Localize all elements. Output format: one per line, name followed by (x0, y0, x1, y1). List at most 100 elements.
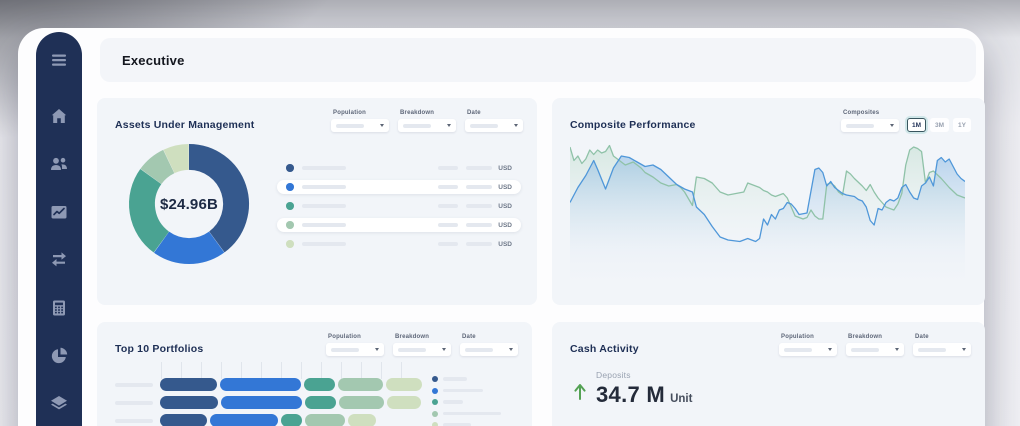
range-button-group: 1M 3M 1Y (906, 118, 971, 132)
bar-segment-1[interactable] (160, 396, 218, 409)
aum-legend-row: USD (277, 161, 521, 176)
filter-select-breakdown[interactable] (846, 343, 904, 356)
filter-select-population[interactable] (326, 343, 384, 356)
filter-select-breakdown[interactable] (398, 119, 456, 132)
filter-breakdown: Breakdown (393, 334, 451, 356)
bar-segment-5[interactable] (347, 414, 377, 426)
label-skeleton (301, 204, 346, 208)
placeholder-skeleton (851, 347, 879, 352)
donut-segment-3[interactable] (129, 168, 170, 253)
filter-select-date[interactable] (913, 343, 971, 356)
filter-label: Population (781, 334, 814, 340)
area-fill-composite-blue (570, 156, 965, 282)
top10-legend-item (432, 410, 520, 417)
page-header: Executive (100, 38, 976, 82)
sidebar-item-users[interactable] (49, 154, 69, 174)
currency-label: USD (498, 221, 512, 229)
currency-label: USD (498, 183, 512, 191)
donut-segment-5[interactable] (163, 144, 190, 174)
label-skeleton (301, 166, 346, 170)
filter-group-composites: Composites (840, 110, 899, 132)
bar-segment-3[interactable] (304, 378, 336, 391)
filter-group-cash: Population Breakdown Date (779, 334, 971, 356)
axis-tick-gridlines (161, 362, 420, 379)
aum-legend: USD USD USD USD USD (277, 161, 521, 252)
bar-segment-2[interactable] (220, 378, 302, 391)
portfolio-row-2 (115, 396, 422, 409)
filter-population: Population (326, 334, 384, 356)
top10-chart[interactable] (97, 356, 532, 426)
aum-legend-row: USD (277, 199, 521, 214)
bar-segment-5[interactable] (385, 378, 422, 391)
bar-segment-3[interactable] (281, 414, 303, 426)
bar-segment-4[interactable] (339, 396, 384, 409)
legend-dot (286, 202, 294, 210)
bar-segment-2[interactable] (210, 414, 279, 426)
composite-performance-chart[interactable] (570, 138, 965, 288)
bar-track (160, 414, 422, 426)
menu-button[interactable] (49, 50, 69, 70)
sidebar-item-layers[interactable] (49, 394, 69, 414)
bar-segment-3[interactable] (304, 396, 337, 409)
aum-donut-chart[interactable]: $24.96B (117, 132, 261, 276)
sidebar (36, 32, 82, 426)
sidebar-item-home[interactable] (49, 106, 69, 126)
legend-dot (432, 387, 438, 394)
placeholder-skeleton (845, 123, 874, 128)
donut-segment-4[interactable] (140, 149, 175, 185)
bar-segment-1[interactable] (160, 378, 218, 391)
filter-select-date[interactable] (465, 119, 523, 132)
bar-track (160, 378, 422, 391)
metric-value: 34.7 M (596, 382, 666, 407)
filter-select-composites[interactable] (840, 119, 899, 132)
filter-label: Population (333, 110, 366, 116)
range-button-1y[interactable]: 1Y (953, 118, 971, 132)
menu-icon (52, 54, 66, 66)
transfers-icon (52, 252, 66, 267)
filter-select-population[interactable] (331, 119, 389, 132)
sidebar-item-pie-chart[interactable] (49, 346, 69, 366)
range-button-3m[interactable]: 3M (930, 118, 950, 132)
amount-skeleton (466, 166, 493, 170)
legend-dot (286, 221, 294, 229)
top10-legend-item (432, 399, 520, 405)
card-title-cash: Cash Activity (570, 343, 639, 355)
sidebar-item-portfolio-chart[interactable] (49, 202, 69, 222)
sidebar-item-calculator[interactable] (49, 298, 69, 318)
donut-segment-1[interactable] (188, 144, 249, 253)
filter-select-population[interactable] (779, 343, 837, 356)
filter-select-breakdown[interactable] (393, 343, 451, 356)
bar-segment-2[interactable] (220, 396, 302, 409)
bar-segment-5[interactable] (386, 396, 421, 409)
filter-group-top10: Population Breakdown Date (326, 334, 518, 356)
filter-select-date[interactable] (460, 343, 518, 356)
card-top-10-portfolios: Top 10 Portfolios Population Breakdown Dat… (97, 322, 532, 426)
chevron-down-icon (962, 348, 966, 351)
card-title-composite: Composite Performance (570, 119, 696, 131)
placeholder-skeleton (331, 347, 359, 352)
users-icon (51, 157, 67, 170)
donut-segment-2[interactable] (153, 231, 225, 264)
range-button-1m[interactable]: 1M (906, 118, 927, 132)
value-skeleton (438, 204, 459, 208)
legend-dot (286, 183, 294, 191)
page-title: Executive (122, 52, 185, 68)
bar-segment-1[interactable] (160, 414, 208, 426)
bar-segment-4[interactable] (305, 414, 345, 426)
metric-label: Deposits (596, 370, 631, 380)
filter-group-aum: Population Breakdown Date (331, 110, 523, 132)
chevron-down-icon (509, 348, 513, 351)
chevron-down-icon (380, 124, 384, 127)
amount-skeleton (466, 204, 493, 208)
pie-chart-icon (51, 347, 68, 364)
line-composite-blue (570, 156, 965, 242)
aum-legend-row: USD (277, 237, 521, 252)
placeholder-skeleton (403, 123, 431, 128)
filter-label: Composites (842, 110, 880, 116)
placeholder-skeleton (465, 347, 493, 352)
home-icon (51, 109, 67, 123)
sidebar-item-transfers[interactable] (49, 250, 69, 270)
card-composite-performance: Composite Performance Composites 1M 3M 1Y (552, 98, 985, 305)
bar-segment-4[interactable] (338, 378, 383, 391)
filter-label: Date (915, 334, 929, 340)
